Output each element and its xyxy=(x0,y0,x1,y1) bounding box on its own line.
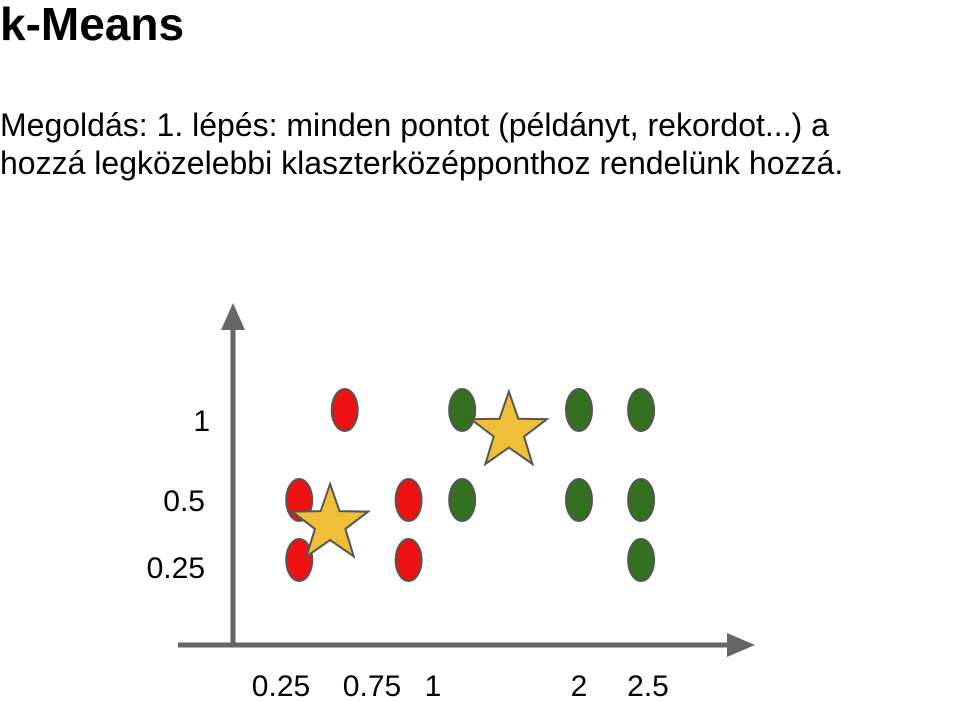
y-tick-label: 0.5 xyxy=(163,485,205,518)
data-point-marker xyxy=(285,538,314,582)
x-tick-label: 1 xyxy=(425,670,442,702)
y-tick-label: 0.25 xyxy=(147,552,205,585)
data-point-marker xyxy=(448,478,477,522)
data-point-marker xyxy=(330,388,359,432)
x-tick-label: 2 xyxy=(571,670,588,702)
slide-title: k-Means xyxy=(0,0,185,50)
body-line-2: hozzá legközelebbi klaszterközépponthoz … xyxy=(0,145,844,181)
centroid-star-marker xyxy=(467,388,550,467)
x-tick-label: 0.25 xyxy=(252,670,310,702)
data-point-marker xyxy=(627,478,656,522)
body-line-1: Megoldás: 1. lépés: minden pontot (példá… xyxy=(0,107,829,143)
y-tick-label: 1 xyxy=(193,405,210,438)
data-point-marker xyxy=(627,538,656,582)
chart-marks xyxy=(285,388,656,582)
data-point-marker xyxy=(565,388,593,432)
centroid-star-marker xyxy=(289,480,372,559)
data-point-marker xyxy=(565,478,593,522)
data-point-marker xyxy=(394,538,423,582)
x-axis-arrowhead xyxy=(727,633,755,657)
data-point-marker xyxy=(394,478,423,522)
y-axis-arrowhead xyxy=(221,303,245,330)
x-tick-label: 2.5 xyxy=(627,670,669,702)
x-tick-label: 0.75 xyxy=(343,670,401,702)
slide-body-text: Megoldás: 1. lépés: minden pontot (példá… xyxy=(0,106,959,182)
data-point-marker xyxy=(627,388,656,432)
data-point-marker xyxy=(448,388,477,432)
